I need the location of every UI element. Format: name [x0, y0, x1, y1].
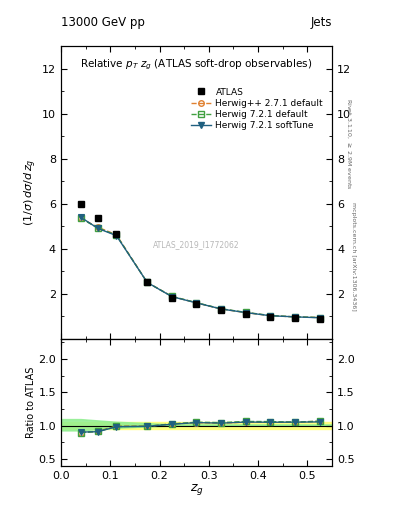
Text: mcplots.cern.ch [arXiv:1306.3436]: mcplots.cern.ch [arXiv:1306.3436] [351, 202, 356, 310]
Y-axis label: $(1/\sigma)\, d\sigma/d\, z_g$: $(1/\sigma)\, d\sigma/d\, z_g$ [23, 159, 39, 226]
Text: Rivet 3.1.10, $\geq$ 2.9M events: Rivet 3.1.10, $\geq$ 2.9M events [345, 98, 353, 189]
Y-axis label: Ratio to ATLAS: Ratio to ATLAS [26, 367, 35, 438]
Text: Relative $p_T$ $z_g$ (ATLAS soft-drop observables): Relative $p_T$ $z_g$ (ATLAS soft-drop ob… [80, 58, 313, 72]
Bar [61, 422, 332, 429]
X-axis label: $z_g$: $z_g$ [189, 482, 204, 497]
Legend: ATLAS, Herwig++ 2.7.1 default, Herwig 7.2.1 default, Herwig 7.2.1 softTune: ATLAS, Herwig++ 2.7.1 default, Herwig 7.… [189, 86, 325, 132]
Text: 13000 GeV pp: 13000 GeV pp [61, 16, 145, 29]
Text: Jets: Jets [310, 16, 332, 29]
Text: ATLAS_2019_I1772062: ATLAS_2019_I1772062 [153, 241, 240, 249]
